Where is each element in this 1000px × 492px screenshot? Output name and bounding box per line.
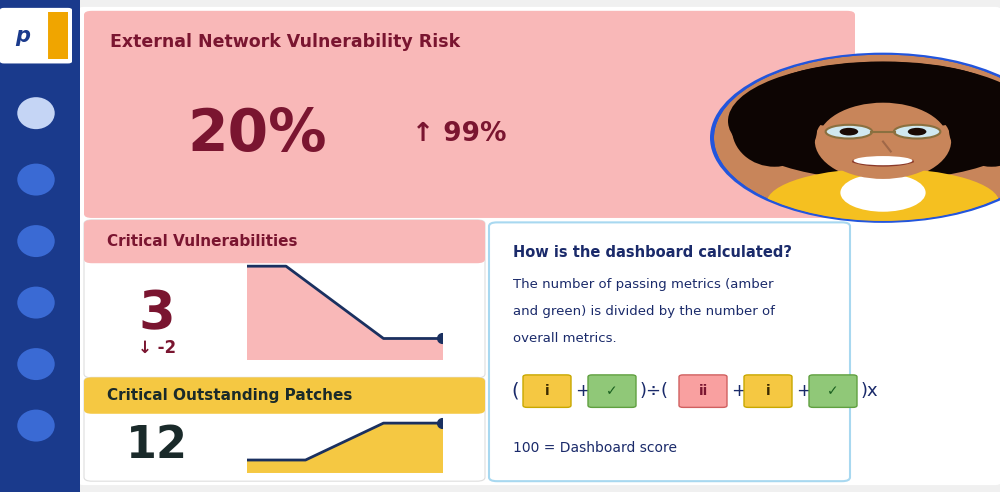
Text: External Network Vulnerability Risk: External Network Vulnerability Risk: [110, 33, 460, 52]
FancyBboxPatch shape: [3, 11, 48, 61]
Ellipse shape: [17, 286, 55, 319]
Ellipse shape: [17, 225, 55, 257]
Text: )x: )x: [861, 382, 879, 400]
Text: p: p: [16, 26, 31, 46]
FancyBboxPatch shape: [84, 220, 485, 378]
Text: 3: 3: [139, 288, 175, 340]
Text: ✓: ✓: [606, 384, 618, 398]
Text: 12: 12: [126, 424, 188, 467]
Text: Critical Outstanding Patches: Critical Outstanding Patches: [107, 388, 352, 403]
Circle shape: [710, 53, 1000, 223]
Ellipse shape: [818, 103, 948, 179]
Ellipse shape: [17, 97, 55, 129]
Text: The number of passing metrics (amber: The number of passing metrics (amber: [513, 278, 774, 291]
Text: ↓ -2: ↓ -2: [138, 339, 176, 357]
FancyBboxPatch shape: [84, 377, 485, 481]
Ellipse shape: [17, 348, 55, 380]
Ellipse shape: [763, 62, 1000, 130]
FancyBboxPatch shape: [489, 222, 850, 481]
FancyBboxPatch shape: [92, 396, 477, 410]
FancyBboxPatch shape: [0, 0, 80, 492]
FancyBboxPatch shape: [84, 220, 485, 263]
Ellipse shape: [854, 156, 912, 165]
Ellipse shape: [826, 125, 872, 139]
Text: 20%: 20%: [187, 106, 327, 163]
Text: i: i: [545, 384, 549, 398]
FancyBboxPatch shape: [0, 8, 72, 63]
Circle shape: [714, 55, 1000, 221]
Text: 100 = Dashboard score: 100 = Dashboard score: [513, 441, 677, 455]
Ellipse shape: [728, 62, 1000, 180]
FancyBboxPatch shape: [84, 377, 485, 414]
Text: and green) is divided by the number of: and green) is divided by the number of: [513, 305, 775, 318]
Text: ↑ 99%: ↑ 99%: [412, 122, 507, 147]
Ellipse shape: [908, 128, 926, 135]
Ellipse shape: [949, 91, 1000, 167]
FancyBboxPatch shape: [92, 242, 477, 259]
FancyBboxPatch shape: [78, 7, 1000, 485]
Text: +: +: [731, 382, 746, 400]
Ellipse shape: [894, 125, 940, 139]
Ellipse shape: [767, 168, 999, 237]
Text: (: (: [511, 382, 518, 400]
FancyBboxPatch shape: [809, 375, 857, 407]
Ellipse shape: [17, 409, 55, 442]
FancyBboxPatch shape: [84, 11, 855, 218]
Ellipse shape: [732, 91, 817, 167]
FancyBboxPatch shape: [679, 375, 727, 407]
Text: ii: ii: [698, 384, 708, 398]
Ellipse shape: [840, 174, 926, 212]
Text: +: +: [575, 382, 590, 400]
FancyBboxPatch shape: [523, 375, 571, 407]
Text: +: +: [796, 382, 811, 400]
Text: i: i: [766, 384, 770, 398]
FancyBboxPatch shape: [744, 375, 792, 407]
Ellipse shape: [17, 163, 55, 195]
Ellipse shape: [840, 128, 858, 135]
Ellipse shape: [815, 101, 951, 181]
FancyBboxPatch shape: [588, 375, 636, 407]
Text: How is the dashboard calculated?: How is the dashboard calculated?: [513, 245, 792, 260]
Text: )÷(: )÷(: [640, 382, 669, 400]
Text: overall metrics.: overall metrics.: [513, 332, 617, 345]
Text: Critical Vulnerabilities: Critical Vulnerabilities: [107, 234, 298, 249]
Text: ✓: ✓: [827, 384, 839, 398]
FancyBboxPatch shape: [40, 12, 68, 59]
